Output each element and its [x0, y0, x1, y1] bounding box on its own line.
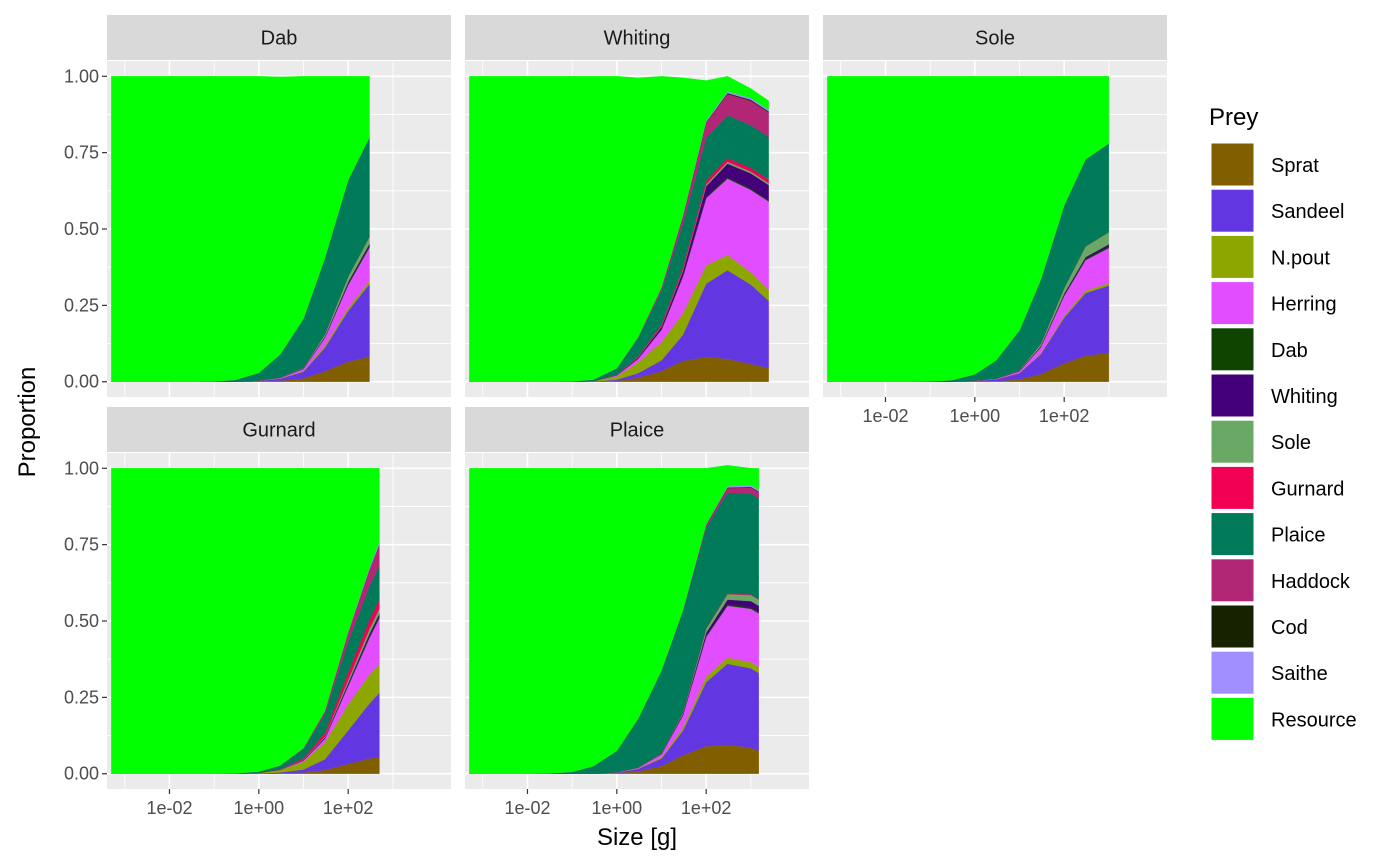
area-series-group: [469, 76, 769, 382]
facet-strip: [465, 15, 809, 60]
legend-label-herring: Herring: [1271, 294, 1337, 316]
facet-panels: Dab Whiting Sole Gurnard Plaice: [107, 15, 1167, 789]
x-tick-label: 1e-02: [146, 798, 192, 818]
facet-strip-label: Sole: [975, 28, 1015, 50]
area-series-group: [111, 468, 380, 774]
legend-label-plaice: Plaice: [1271, 525, 1325, 547]
y-axis-title: Proportion: [14, 367, 41, 478]
legend-label-sole: Sole: [1271, 432, 1311, 454]
plot-panel: [465, 61, 809, 397]
y-tick-label: 0.50: [64, 611, 99, 631]
legend-label-resource: Resource: [1271, 709, 1357, 731]
legend: Prey Sprat Sandeel N.pout Herring Dab Whiting…: [1209, 104, 1357, 741]
legend-key-gurnard: [1210, 465, 1255, 510]
facet-strip: [107, 407, 451, 452]
plot-panel: [823, 61, 1167, 397]
x-tick-label: 1e+00: [234, 798, 285, 818]
area-resource: [469, 465, 759, 774]
facet-strip-label: Dab: [261, 28, 298, 50]
y-tick-label: 1.00: [64, 458, 99, 478]
legend-key-cod: [1210, 604, 1255, 649]
facet-strip: [465, 407, 809, 452]
facet-dab: Dab: [107, 15, 451, 397]
legend-key-dab: [1210, 327, 1255, 372]
x-tick-label: 1e+00: [592, 798, 643, 818]
plot-panel: [107, 453, 451, 789]
facet-strip: [107, 15, 451, 60]
legend-key-saithe: [1210, 650, 1255, 695]
area-series-group: [469, 465, 759, 774]
x-tick-label: 1e-02: [862, 406, 908, 426]
plot-panel: [107, 61, 451, 397]
x-axis-title: Size [g]: [597, 824, 677, 851]
legend-key-whiting: [1210, 373, 1255, 418]
y-tick-label: 0.00: [64, 764, 99, 784]
y-tick-label: 0.25: [64, 687, 99, 707]
y-tick-label: 0.25: [64, 295, 99, 315]
legend-key-sole: [1210, 419, 1255, 464]
x-tick-label: 1e-02: [504, 798, 550, 818]
legend-key-n-pout: [1210, 234, 1255, 279]
x-tick-label: 1e+02: [681, 798, 732, 818]
facet-strip-label: Whiting: [604, 28, 671, 50]
area-resource: [469, 76, 769, 382]
facet-whiting: Whiting: [465, 15, 809, 397]
x-axis-ticks: 1e-02 1e+00 1e+02 1e-02 1e+00 1e+02 1e-02 1e+00…: [146, 397, 1089, 818]
x-tick-label: 1e+02: [323, 798, 374, 818]
facet-sole: Sole: [823, 15, 1167, 397]
legend-title: Prey: [1209, 104, 1258, 131]
y-axis-ticks: 0.00 0.25 0.50 0.75 1.00 0.00 0.25 0.50 0.75 1.00: [64, 66, 107, 784]
facet-strip-label: Plaice: [610, 420, 664, 442]
area-resource: [111, 76, 370, 382]
y-tick-label: 0.00: [64, 372, 99, 392]
x-tick-label: 1e+02: [1039, 406, 1090, 426]
legend-label-sprat: Sprat: [1271, 155, 1319, 177]
legend-key-resource: [1210, 696, 1255, 741]
y-tick-label: 0.50: [64, 219, 99, 239]
legend-key-plaice: [1210, 512, 1255, 557]
facet-strip-label: Gurnard: [242, 420, 315, 442]
y-tick-label: 1.00: [64, 66, 99, 86]
area-series-group: [111, 76, 370, 382]
legend-key-sprat: [1210, 142, 1255, 187]
facet-plaice: Plaice: [465, 407, 809, 789]
x-tick-label: 1e+00: [950, 406, 1001, 426]
plot-panel: [465, 453, 809, 789]
area-series-group: [827, 76, 1110, 382]
legend-key-haddock: [1210, 558, 1255, 603]
legend-label-whiting: Whiting: [1271, 386, 1338, 408]
legend-label-cod: Cod: [1271, 617, 1308, 639]
legend-label-dab: Dab: [1271, 340, 1308, 362]
legend-label-haddock: Haddock: [1271, 571, 1351, 593]
legend-label-saithe: Saithe: [1271, 663, 1328, 685]
facet-gurnard: Gurnard: [107, 407, 451, 789]
legend-label-gurnard: Gurnard: [1271, 478, 1344, 500]
legend-key-sandeel: [1210, 188, 1255, 233]
y-tick-label: 0.75: [64, 535, 99, 555]
area-resource: [827, 76, 1110, 382]
y-tick-label: 0.75: [64, 143, 99, 163]
facet-strip: [823, 15, 1167, 60]
legend-label-sandeel: Sandeel: [1271, 201, 1344, 223]
legend-key-herring: [1210, 281, 1255, 326]
legend-label-n-pout: N.pout: [1271, 247, 1330, 269]
area-resource: [111, 468, 380, 774]
